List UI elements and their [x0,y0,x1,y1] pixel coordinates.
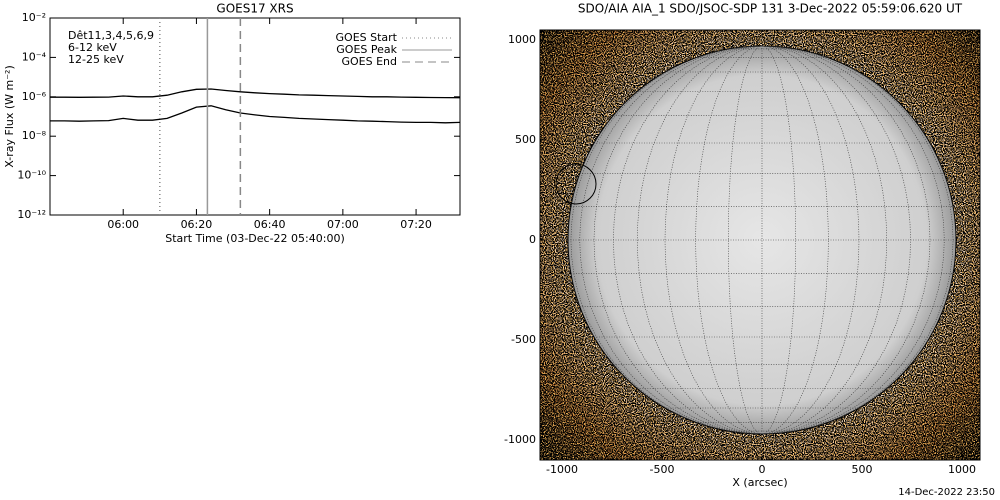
chart-title: SDO/AIA AIA_1 SDO/JSOC-SDP 131 3-Dec-202… [578,2,963,16]
y-tick-label: 10⁻¹⁰ [17,169,46,182]
chart-title: GOES17 XRS [216,2,293,16]
x-tick-label: -1000 [546,463,578,476]
x-tick-label: 06:00 [107,218,139,231]
series-line [50,88,461,99]
footer: 14-Dec-2022 23:50 [898,487,995,498]
longitude-line [761,46,888,434]
y-tick-label: 1000 [508,33,536,46]
y-tick-label: -1000 [504,433,536,446]
x-tick-label: 500 [852,463,873,476]
goes-plot: GOES17 XRS Start Time (03-Dec-22 05:40:00… [3,2,461,245]
x-tick-label: 1000 [948,463,976,476]
y-tick-label: 10⁻⁶ [22,90,47,103]
y-tick-label: 0 [529,233,536,246]
x-tick-label: 07:00 [327,218,359,231]
legend-title: Dêt11,3,4,5,6,9 [68,29,154,42]
y-tick-label: 10⁻² [22,11,46,24]
legend-label: GOES End [341,55,397,68]
y-axis-label: X-ray Flux (W m⁻²) [3,65,16,167]
y-tick-label: 500 [515,133,536,146]
region-circle [555,163,597,205]
y-tick-label: -500 [511,333,536,346]
legend-label: GOES Peak [336,43,397,56]
aia-plot: SDO/AIA AIA_1 SDO/JSOC-SDP 131 3-Dec-202… [504,2,981,489]
solar-image [540,30,980,460]
longitude-line [761,46,956,434]
x-tick-label: -500 [650,463,675,476]
disk-grid [568,46,956,434]
x-axis-label: Start Time (03-Dec-22 05:40:00) [165,232,345,245]
plot-frame [49,17,461,216]
legend-label: 6-12 keV [68,41,117,54]
x-tick-label: 06:20 [181,218,213,231]
x-axis-label: X (arcsec) [732,476,787,489]
x-tick-label: 0 [759,463,766,476]
y-tick-label: 10⁻⁸ [22,129,47,142]
plot-frame [539,29,981,461]
y-tick-label: 10⁻⁴ [22,50,47,63]
longitude-line [570,46,763,434]
x-tick-label: 06:40 [254,218,286,231]
y-tick-label: 10⁻¹² [17,208,46,221]
x-tick-label: 07:20 [400,218,432,231]
series-line [50,105,461,124]
legend-label: GOES Start [336,31,398,44]
legend-label: 12-25 keV [68,53,124,66]
longitude-line [636,46,763,434]
